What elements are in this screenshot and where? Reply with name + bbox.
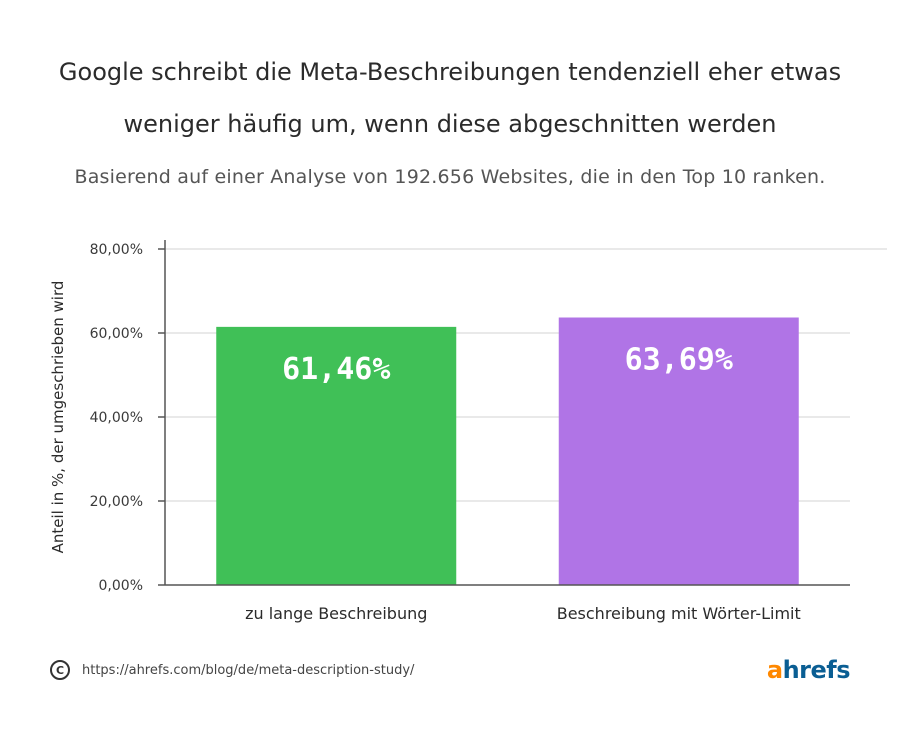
y-tick-label: 20,00% bbox=[90, 494, 143, 510]
x-category-label-2: Beschreibung mit Wörter-Limit bbox=[557, 604, 801, 623]
bar-1[interactable] bbox=[216, 326, 457, 585]
footer: C https://ahrefs.com/blog/de/meta-descri… bbox=[50, 660, 414, 680]
data-label-2: 63,69% bbox=[625, 343, 733, 378]
logo-letters-rest: hrefs bbox=[782, 656, 851, 684]
logo-letter-a: a bbox=[766, 656, 783, 684]
copyright-icon: C bbox=[50, 660, 70, 680]
ahrefs-logo[interactable]: ahrefs bbox=[766, 656, 851, 684]
chart-title-line-2: weniger häufig um, wenn diese abgeschnit… bbox=[123, 110, 777, 138]
y-tick-label: 60,00% bbox=[90, 326, 143, 342]
y-axis-title: Anteil in %, der umgeschrieben wird bbox=[49, 281, 67, 554]
y-tick-label: 0,00% bbox=[99, 578, 143, 594]
data-label-1: 61,46% bbox=[282, 352, 390, 387]
y-tick-label: 40,00% bbox=[90, 410, 143, 426]
source-url[interactable]: https://ahrefs.com/blog/de/meta-descript… bbox=[82, 662, 415, 678]
chart-subtitle: Basierend auf einer Analyse von 192.656 … bbox=[74, 166, 826, 188]
chart-title-line-1: Google schreibt die Meta-Beschreibungen … bbox=[58, 58, 842, 86]
y-tick-label: 80,00% bbox=[90, 242, 143, 258]
bar-2[interactable] bbox=[558, 317, 799, 585]
x-category-label-1: zu lange Beschreibung bbox=[245, 604, 427, 623]
